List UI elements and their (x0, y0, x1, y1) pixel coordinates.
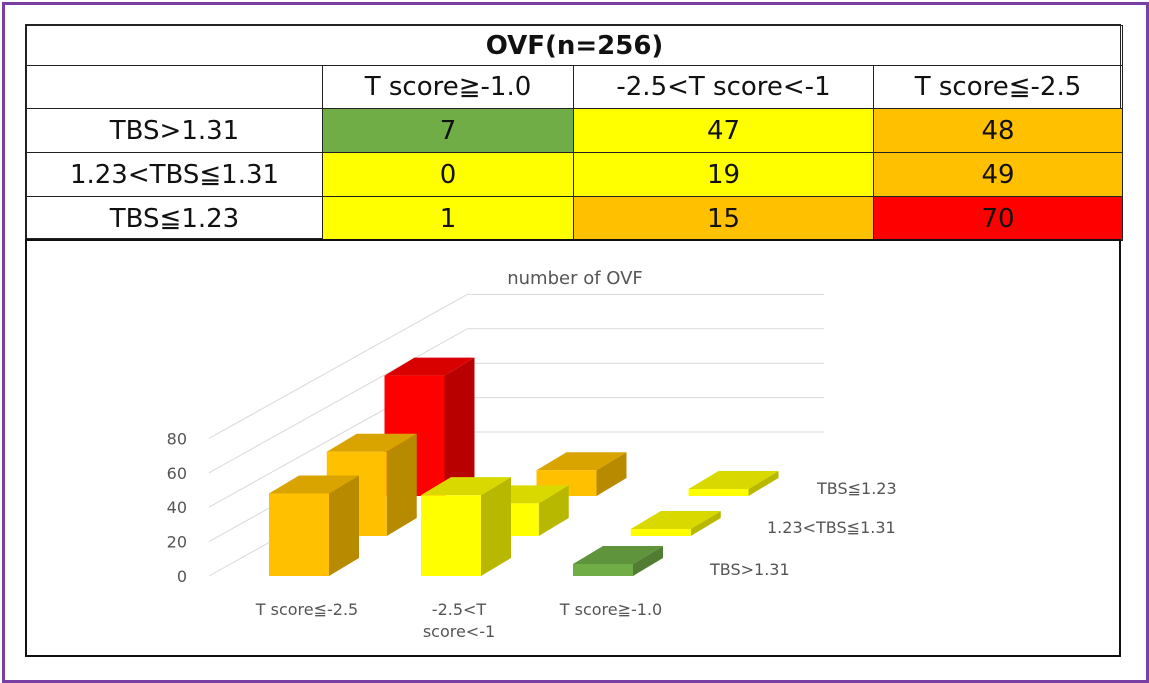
bar (573, 563, 633, 576)
value-cell: 19 (573, 152, 874, 197)
value-cell: 48 (873, 108, 1123, 153)
y-tick-label: 0 (177, 567, 187, 586)
row-label: TBS≦1.23 (26, 196, 323, 241)
bar (421, 495, 481, 576)
col-header: T score≦-2.5 (873, 65, 1123, 109)
col-header: T score≧-1.0 (322, 65, 574, 109)
bar-side (444, 357, 475, 496)
ovf-table: OVF(n=256) T score≧-1.0 -2.5<T score<-1 … (25, 24, 1123, 241)
x-tick-label: T score≦-2.5 (255, 600, 358, 619)
value-cell: 0 (322, 152, 574, 197)
series-label: TBS≦1.23 (816, 479, 897, 498)
bar-top (688, 471, 779, 489)
x-tick-label: -2.5<T (432, 600, 487, 619)
y-tick-label: 60 (167, 464, 187, 483)
series-label: 1.23<TBS≦1.31 (767, 518, 896, 537)
value-cell: 49 (873, 152, 1123, 197)
bar-top (421, 477, 511, 496)
y-tick-label: 20 (167, 533, 187, 552)
value-cell: 70 (873, 196, 1123, 241)
x-tick-label: score<-1 (423, 622, 495, 641)
table-row: TBS>1.31 7 47 48 (26, 108, 1123, 153)
corner-cell (26, 65, 323, 109)
value-cell: 7 (322, 108, 574, 153)
bar-top (326, 433, 417, 452)
series-label: TBS>1.31 (709, 560, 790, 579)
y-tick-label: 80 (167, 429, 187, 448)
row-label: 1.23<TBS≦1.31 (26, 152, 323, 197)
bar-side (481, 477, 511, 576)
y-tick-label: 40 (167, 498, 187, 517)
chart-title: number of OVF (507, 268, 643, 289)
bar-top (384, 357, 475, 376)
bar (269, 493, 329, 576)
bar-side (386, 433, 417, 536)
bar-side (329, 475, 359, 576)
table-title: OVF(n=256) (26, 25, 1123, 66)
row-label: TBS>1.31 (26, 108, 323, 153)
bar-side (596, 452, 627, 496)
bar-side (690, 511, 721, 536)
value-cell: 1 (322, 196, 574, 241)
bar (630, 529, 691, 536)
table-row: 1.23<TBS≦1.31 0 19 49 (26, 152, 1123, 197)
bar-top (269, 475, 359, 494)
value-cell: 15 (573, 196, 874, 241)
bar-side (538, 485, 569, 536)
value-cell: 47 (573, 108, 874, 153)
bar (688, 489, 749, 496)
chart-area: number of OVF 0 20 40 60 80 T score≦-2.5 -2.5<… (25, 239, 1121, 657)
col-header: -2.5<T score<-1 (573, 65, 874, 109)
bar-top (536, 452, 627, 471)
bar-side (633, 545, 663, 576)
table-row: TBS≦1.23 1 15 70 (26, 196, 1123, 241)
x-tick-label: T score≧-1.0 (559, 600, 662, 619)
bar-top (573, 545, 663, 564)
bar-top (630, 511, 721, 529)
gridline-side (208, 328, 468, 474)
gridline-side (208, 293, 468, 439)
bar-side (748, 471, 779, 496)
chart-svg: number of OVF 0 20 40 60 80 T score≦-2.5 -2.5<… (167, 268, 897, 641)
